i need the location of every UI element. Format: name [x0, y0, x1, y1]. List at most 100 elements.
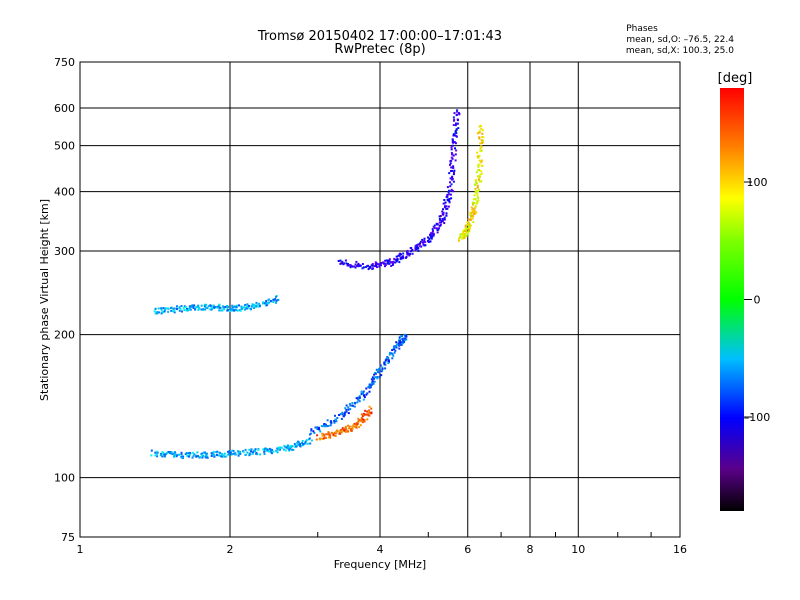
data-point	[462, 230, 464, 233]
data-point	[317, 426, 320, 429]
data-point	[429, 236, 432, 239]
data-point	[367, 268, 370, 271]
data-point	[454, 130, 457, 132]
data-point	[265, 449, 268, 452]
data-point	[357, 265, 360, 268]
data-point	[253, 307, 256, 309]
data-point	[398, 338, 401, 341]
data-point	[472, 210, 475, 213]
data-point	[379, 364, 382, 367]
data-point	[381, 366, 384, 369]
data-point	[451, 157, 454, 160]
data-point	[376, 266, 378, 269]
data-point	[450, 170, 452, 172]
data-point	[406, 251, 409, 254]
data-point	[345, 410, 348, 413]
data-point	[191, 456, 194, 459]
data-point	[392, 261, 395, 263]
data-point	[262, 448, 265, 451]
data-point	[321, 437, 324, 440]
data-point	[454, 124, 457, 127]
data-point	[173, 311, 176, 314]
data-point	[294, 446, 297, 449]
data-point	[464, 228, 467, 231]
data-point	[333, 421, 336, 424]
data-point	[181, 457, 184, 460]
data-point	[216, 306, 219, 309]
data-point	[226, 307, 229, 310]
data-point	[394, 261, 397, 264]
data-point	[369, 386, 372, 389]
data-point	[475, 182, 478, 185]
data-point	[446, 195, 449, 198]
data-point	[366, 392, 369, 395]
data-point	[205, 452, 208, 455]
data-point	[240, 305, 243, 308]
data-point	[431, 228, 434, 231]
data-point	[409, 252, 411, 255]
data-point	[479, 170, 482, 172]
data-point	[452, 133, 455, 136]
data-point	[356, 423, 359, 426]
data-point	[385, 358, 388, 361]
data-point	[343, 262, 345, 265]
colorbar	[720, 88, 744, 511]
data-point	[371, 263, 374, 265]
data-point	[464, 226, 467, 229]
data-point	[383, 262, 385, 265]
data-point	[324, 423, 327, 426]
data-point	[206, 307, 209, 310]
data-point	[376, 263, 379, 266]
data-point	[323, 423, 326, 425]
data-point	[444, 201, 447, 204]
data-point	[433, 224, 436, 227]
data-point	[368, 411, 371, 414]
data-point	[384, 367, 387, 370]
data-point	[367, 411, 370, 414]
data-point	[472, 198, 475, 201]
data-point	[253, 303, 256, 306]
data-point	[450, 148, 453, 151]
data-point	[404, 334, 407, 337]
data-point	[216, 450, 219, 453]
data-point	[348, 427, 351, 430]
data-point	[359, 264, 362, 267]
data-point	[304, 442, 307, 445]
data-point	[237, 450, 239, 453]
data-point	[350, 265, 353, 268]
data-point	[162, 451, 165, 454]
data-point	[347, 424, 350, 427]
data-point	[348, 264, 351, 267]
data-point	[445, 207, 448, 210]
data-point	[478, 163, 481, 166]
data-point	[254, 448, 257, 451]
data-point	[400, 341, 403, 344]
data-point	[399, 341, 402, 344]
data-point	[347, 408, 350, 411]
data-point	[402, 252, 405, 255]
data-point	[189, 451, 192, 454]
data-point	[213, 306, 216, 309]
data-point	[463, 229, 466, 232]
data-point	[358, 419, 361, 422]
data-point	[459, 236, 462, 238]
data-point	[178, 306, 181, 309]
data-point	[381, 369, 384, 372]
data-point	[358, 426, 361, 429]
data-point	[355, 397, 358, 400]
data-point	[275, 301, 277, 304]
data-point	[374, 376, 377, 379]
data-point	[374, 261, 377, 264]
data-point	[309, 442, 312, 445]
data-point	[308, 437, 311, 440]
data-point	[255, 305, 258, 308]
data-point	[340, 430, 343, 433]
data-point	[246, 451, 249, 454]
data-point	[390, 352, 393, 355]
data-point	[423, 244, 426, 247]
data-point	[449, 163, 451, 166]
data-point	[370, 407, 373, 410]
data-point	[207, 305, 210, 308]
data-point	[232, 449, 235, 452]
data-point	[452, 165, 455, 168]
